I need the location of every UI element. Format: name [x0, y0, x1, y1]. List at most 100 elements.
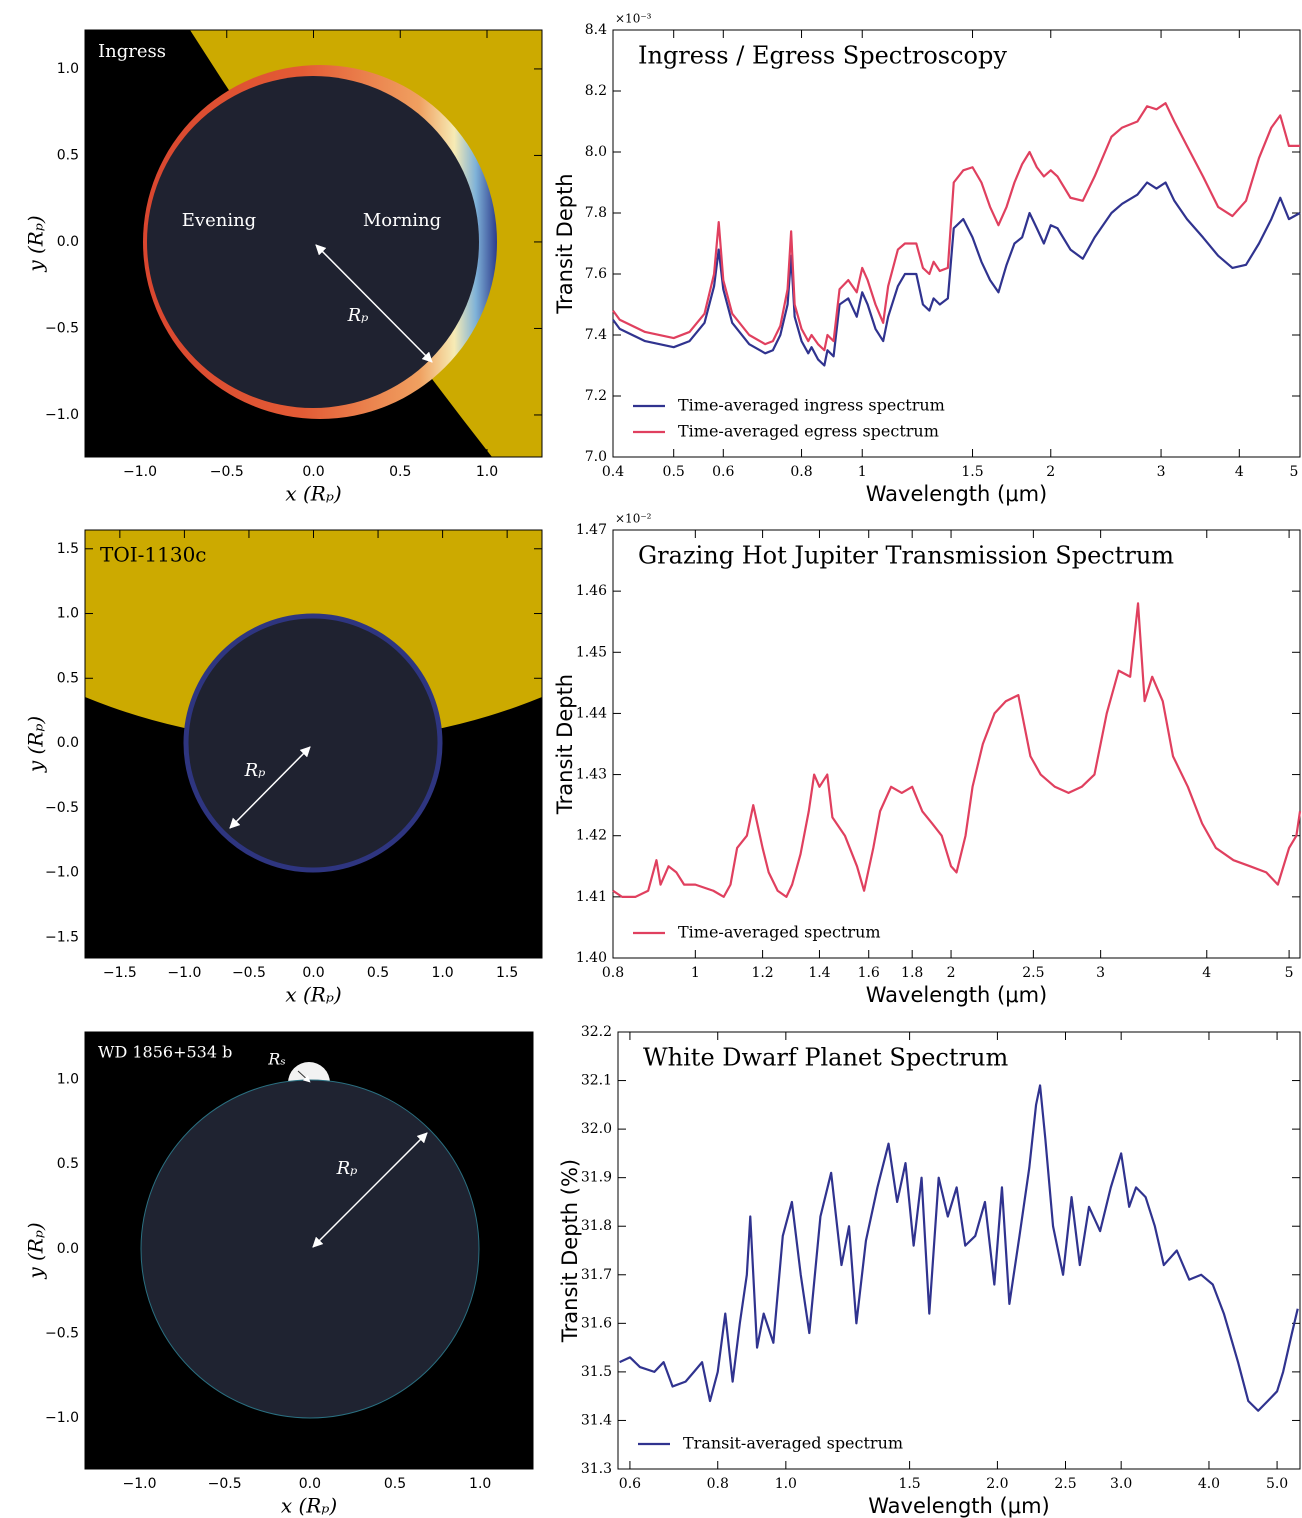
x-tick-label: 1.8	[901, 965, 923, 981]
ingress-image	[85, 30, 542, 457]
x-tick-label: 1	[691, 965, 700, 981]
x-tick-label: 4	[1202, 965, 1211, 981]
offset-label: ×10⁻²	[615, 512, 652, 526]
x-tick-label: 0.5	[663, 464, 685, 480]
x-tick-label: 1.0	[431, 965, 453, 981]
y-tick-label: 1.0	[57, 1071, 79, 1087]
series-line	[619, 1084, 1299, 1412]
chart-title: Grazing Hot Jupiter Transmission Spectru…	[638, 542, 1174, 570]
y-tick-label: 32.0	[581, 1121, 612, 1137]
x-tick-label: −1.0	[123, 464, 157, 480]
y-axis-label: y (Rₚ)	[24, 215, 48, 272]
y-tick-label: −0.5	[45, 1325, 79, 1341]
x-tick-label: 0.5	[367, 965, 389, 981]
x-tick-label: 1.5	[898, 1476, 920, 1492]
series-line	[612, 102, 1300, 352]
x-tick-label: 1.0	[775, 1476, 797, 1492]
y-tick-label: −0.5	[45, 320, 79, 336]
y-tick-label: −1.0	[45, 1410, 79, 1426]
y-axis-label: Transit Depth	[553, 173, 577, 314]
legend-label: Time-averaged spectrum	[678, 923, 881, 942]
x-axis-label: x (Rₚ)	[285, 482, 341, 506]
y-tick-label: 7.0	[585, 449, 607, 465]
x-tick-label: 5	[1290, 464, 1299, 480]
y-tick-label: 0.0	[57, 735, 79, 751]
chart-title: Ingress / Egress Spectroscopy	[638, 42, 1007, 70]
y-axis-label: Transit Depth	[553, 674, 577, 815]
x-axis-label: x (Rₚ)	[281, 1494, 337, 1518]
y-tick-label: 1.5	[57, 541, 79, 557]
frame	[84, 529, 543, 959]
x-tick-label: 0.5	[389, 464, 411, 480]
x-tick-label: 0.5	[384, 1476, 406, 1492]
x-tick-label: 0.4	[602, 464, 624, 480]
y-tick-label: 31.7	[581, 1267, 612, 1283]
x-axis-label: x (Rₚ)	[285, 983, 341, 1007]
x-tick-label: 0.0	[302, 965, 324, 981]
y-tick-label: 1.47	[576, 522, 607, 538]
series-line	[612, 181, 1301, 367]
legend-label: Time-averaged egress spectrum	[678, 422, 939, 441]
y-tick-label: 1.45	[576, 644, 607, 660]
legend-label: Time-averaged ingress spectrum	[678, 396, 945, 415]
y-tick-label: −1.5	[45, 929, 79, 945]
y-tick-label: 1.46	[576, 583, 607, 599]
x-tick-label: 5.0	[1266, 1476, 1288, 1492]
y-tick-label: 31.6	[581, 1315, 612, 1331]
annotation: WD 1856+534 b	[98, 1043, 232, 1062]
frame	[612, 29, 1301, 458]
x-tick-label: 0.8	[790, 464, 812, 480]
x-tick-label: 1.4	[808, 965, 830, 981]
frame	[617, 1031, 1301, 1470]
y-tick-label: 1.0	[57, 606, 79, 622]
x-tick-label: 2.0	[986, 1476, 1008, 1492]
y-tick-label: 1.0	[57, 61, 79, 77]
x-axis-label: Wavelength (μm)	[866, 983, 1047, 1007]
x-tick-label: 0.8	[602, 965, 624, 981]
x-tick-label: 0.8	[707, 1476, 729, 1492]
x-tick-label: −0.5	[208, 1476, 242, 1492]
white-dwarf-image	[85, 1032, 533, 1469]
frame	[84, 1031, 534, 1470]
y-axis-label: y (Rₚ)	[24, 716, 48, 773]
x-tick-label: 4.0	[1198, 1476, 1220, 1492]
x-tick-label: 0.6	[712, 464, 734, 480]
x-tick-label: −1.5	[103, 965, 137, 981]
y-tick-label: 31.9	[581, 1170, 612, 1186]
annotation: Rₚ	[347, 305, 369, 326]
frame	[612, 529, 1301, 959]
annotation: Rₚ	[336, 1158, 358, 1179]
y-axis-label: Transit Depth (%)	[558, 1159, 582, 1343]
x-tick-label: 3.0	[1110, 1476, 1132, 1492]
y-tick-label: −1.0	[45, 865, 79, 881]
x-tick-label: 0.0	[299, 1476, 321, 1492]
y-tick-label: −0.5	[45, 800, 79, 816]
annotation: Rₛ	[267, 1050, 285, 1069]
x-tick-label: 1.5	[961, 464, 983, 480]
series-line	[612, 602, 1302, 898]
x-tick-label: 3	[1096, 965, 1105, 981]
x-tick-label: −0.5	[232, 965, 266, 981]
y-tick-label: 1.41	[576, 889, 607, 905]
annotation: Ingress	[98, 41, 166, 62]
x-tick-label: −0.5	[210, 464, 244, 480]
y-tick-label: 1.43	[576, 767, 607, 783]
y-tick-label: 8.4	[585, 22, 607, 38]
annotation: TOI-1130c	[100, 543, 207, 567]
x-tick-label: 2	[947, 965, 956, 981]
y-tick-label: 31.8	[581, 1218, 612, 1234]
legend-label: Transit-averaged spectrum	[683, 1434, 903, 1453]
y-tick-label: 7.4	[585, 327, 607, 343]
x-tick-label: 1.6	[858, 965, 880, 981]
y-tick-label: 1.42	[576, 828, 607, 844]
y-tick-label: 8.0	[585, 144, 607, 160]
y-tick-label: 31.3	[581, 1461, 612, 1477]
y-tick-label: 8.2	[585, 83, 607, 99]
x-tick-label: 1	[858, 464, 867, 480]
annotation: Morning	[363, 210, 441, 231]
offset-label: ×10⁻³	[615, 12, 652, 26]
y-tick-label: 0.0	[57, 1241, 79, 1257]
x-tick-label: 0.6	[619, 1476, 641, 1492]
y-tick-label: 1.40	[576, 950, 607, 966]
